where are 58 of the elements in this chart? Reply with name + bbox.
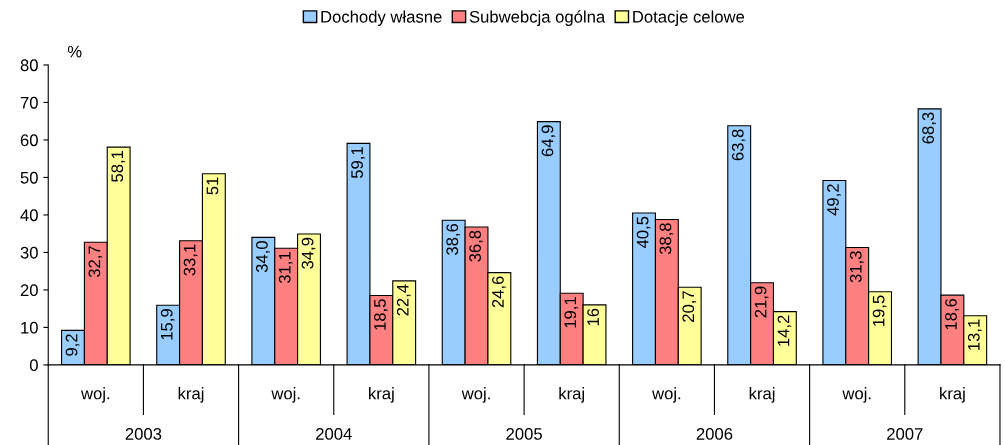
data-label: 38,8	[659, 223, 674, 255]
y-tick-label: 0	[29, 359, 38, 372]
x-tick-label: kraj	[749, 387, 775, 403]
y-tick-label: 50	[20, 171, 38, 184]
data-label: 19,5	[872, 295, 887, 326]
x-tick-label: woj.	[271, 387, 300, 403]
data-label: 40,5	[636, 216, 651, 249]
data-label: 68,3	[922, 112, 936, 144]
data-label: 34,0	[256, 241, 270, 273]
data-label: 16	[587, 308, 600, 326]
y-tick-label: 70	[20, 96, 38, 109]
y-tick-label: 40	[20, 209, 38, 222]
legend-label: Subwebcja ogólna	[469, 10, 606, 26]
data-label: 15,9	[160, 309, 175, 340]
data-label: 9,2	[65, 334, 80, 356]
x-tick-label: kraj	[940, 387, 965, 403]
data-label: 13,1	[967, 319, 982, 350]
data-label: 33,1	[183, 244, 198, 276]
data-label: 31,1	[278, 252, 293, 284]
y-tick-label: 30	[20, 246, 38, 259]
data-label: 31,3	[849, 251, 864, 283]
y-tick-label: 60	[20, 134, 38, 147]
data-label: 36,8	[469, 230, 483, 262]
data-label: 18,6	[945, 298, 959, 330]
x-tick-label: woj.	[80, 387, 110, 403]
text: 2005	[506, 428, 542, 440]
data-label: 64,9	[541, 125, 556, 157]
x-tick-label: woj.	[652, 387, 681, 403]
data-label: 20,7	[682, 291, 697, 322]
text: 2004	[316, 428, 352, 440]
data-label: 63,8	[731, 129, 746, 161]
y-axis-title: %	[67, 45, 82, 58]
text: 2003	[125, 428, 162, 440]
data-label: 59,1	[351, 147, 365, 179]
data-label: 19,1	[564, 297, 579, 328]
x-tick-label: kraj	[559, 387, 584, 403]
y-tick-label: 80	[20, 59, 38, 72]
x-tick-label: woj.	[842, 387, 871, 403]
data-label: 21,9	[754, 286, 769, 318]
x-tick-label: woj.	[461, 387, 490, 403]
data-label: 58,1	[111, 150, 126, 182]
x-tick-label: kraj	[178, 387, 204, 403]
data-label: 32,7	[88, 246, 103, 278]
legend-label: Dochody własne	[321, 10, 442, 26]
legend-label: Dotacje celowe	[633, 10, 745, 26]
data-label: 22,4	[396, 284, 411, 316]
text: 2007	[887, 428, 923, 440]
data-label: 14,2	[777, 315, 792, 346]
data-label: 24,6	[492, 276, 506, 308]
data-label: 34,9	[301, 237, 316, 269]
y-tick-label: 20	[20, 284, 38, 297]
y-tick-label: 10	[21, 321, 38, 334]
x-tick-label: kraj	[369, 387, 394, 403]
text: 2006	[696, 428, 733, 440]
data-label: 51	[206, 177, 219, 195]
data-label: 18,5	[374, 299, 388, 330]
data-label: 49,2	[827, 184, 841, 216]
data-label: 38,6	[446, 223, 461, 255]
